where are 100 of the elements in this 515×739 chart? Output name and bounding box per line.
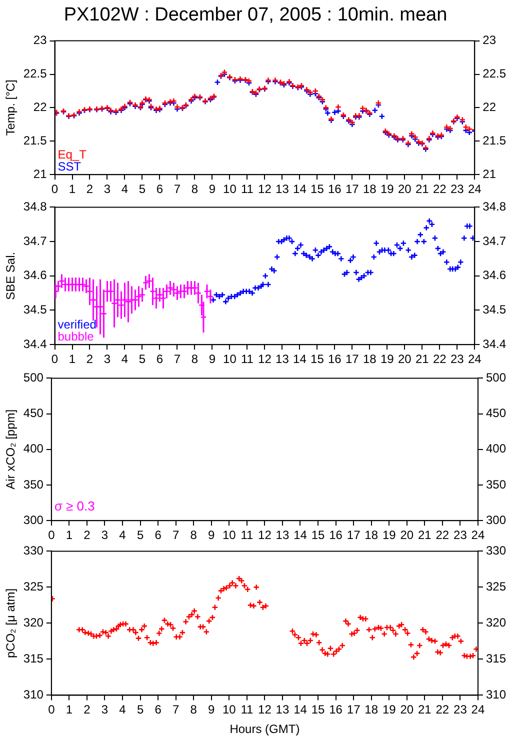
x-tick-label: 3 (104, 352, 111, 366)
x-axis-title: Hours (GMT) (230, 722, 300, 736)
x-tick-label: 23 (454, 702, 468, 717)
x-tick-label: 23 (450, 182, 464, 196)
x-tick-label: 24 (468, 352, 482, 366)
x-tick-label: 19 (382, 702, 396, 717)
x-tick-label: 12 (258, 352, 272, 366)
y2-tick-label: 22 (482, 100, 496, 114)
x-tick-label: 2 (86, 352, 94, 366)
y-tick-label: 320 (23, 616, 44, 630)
x-tick-label: 5 (138, 182, 146, 196)
y2-tick-label: 300 (486, 512, 506, 527)
x-tick-label: 13 (276, 182, 290, 196)
x-tick-label: 15 (310, 352, 324, 366)
x-tick-label: 0 (51, 182, 58, 196)
y2-tick-label: 320 (486, 616, 506, 630)
x-tick-label: 20 (398, 182, 412, 196)
y-tick-label: 310 (23, 688, 44, 702)
y-tick-label: 34.7 (23, 234, 48, 248)
x-tick-label: 8 (191, 182, 198, 196)
x-tick-label: 14 (294, 702, 308, 717)
y-axis-title: SBE Sal. (4, 252, 18, 300)
x-tick-label: 8 (191, 352, 198, 366)
y2-tick-label: 350 (486, 477, 506, 492)
x-tick-label: 2 (84, 702, 91, 717)
x-tick-label: 23 (450, 352, 464, 366)
x-tick-label: 12 (258, 182, 272, 196)
y-tick-label: 21.5 (23, 133, 48, 148)
x-tick-label: 1 (66, 528, 73, 542)
y-tick-label: 34.5 (23, 302, 48, 317)
y-axis-title: pCO₂ [μ atm] (4, 588, 18, 658)
y2-tick-label: 34.8 (482, 200, 506, 214)
y2-tick-label: 500 (486, 370, 506, 385)
x-tick-label: 16 (329, 702, 343, 717)
y2-tick-label: 34.6 (482, 268, 506, 282)
y-tick-label: 400 (23, 442, 44, 456)
x-tick-label: 10 (223, 182, 237, 196)
y-tick-label: 34.8 (23, 200, 48, 214)
chart-title: PX102W : December 07, 2005 : 10min. mean (64, 4, 448, 26)
x-tick-label: 13 (276, 352, 290, 366)
x-tick-label: 1 (68, 352, 76, 366)
text: verified (58, 318, 96, 332)
x-tick-label: 3 (101, 528, 108, 542)
x-tick-label: 21 (415, 352, 430, 366)
x-tick-label: 13 (276, 528, 290, 542)
x-tick-label: 20 (400, 528, 414, 542)
x-tick-label: 0 (51, 352, 58, 366)
x-tick-label: 12 (258, 528, 272, 542)
x-tick-label: 14 (293, 182, 307, 196)
x-tick-label: 7 (174, 182, 181, 196)
text: SST (58, 160, 82, 174)
x-tick-label: 18 (364, 702, 378, 717)
x-tick-label: 4 (121, 182, 128, 196)
y-axis-title: Temp. [°C] (4, 80, 18, 136)
y2-tick-label: 400 (486, 442, 506, 456)
series-label: bubble (58, 330, 94, 344)
text: Eq_T (58, 148, 88, 162)
x-tick-label: 8 (190, 528, 198, 542)
y-tick-label: 23 (33, 33, 48, 48)
x-tick-label: 16 (328, 182, 342, 196)
x-tick-label: 1 (68, 182, 76, 196)
x-tick-label: 17 (345, 182, 360, 196)
y-tick-label: 34.6 (23, 268, 48, 282)
x-tick-label: 9 (208, 182, 216, 196)
x-tick-label: 10 (222, 528, 236, 542)
x-tick-label: 21 (418, 702, 432, 717)
x-tick-label: 23 (454, 528, 468, 542)
x-tick-label: 7 (174, 352, 181, 366)
x-tick-label: 11 (240, 528, 254, 542)
x-tick-label: 15 (311, 528, 326, 542)
y-tick-label: 450 (23, 406, 44, 420)
x-tick-label: 0 (48, 528, 56, 542)
y-tick-label: 315 (23, 652, 44, 666)
x-tick-label: 7 (172, 528, 180, 542)
x-tick-label: 18 (364, 528, 378, 542)
x-tick-label: 4 (119, 702, 126, 717)
y2-tick-label: 34.7 (482, 234, 506, 248)
x-tick-label: 2 (86, 182, 94, 196)
x-tick-label: 11 (240, 352, 254, 366)
y2-tick-label: 23 (482, 33, 496, 48)
x-tick-label: 19 (380, 182, 394, 196)
x-tick-label: 10 (223, 352, 237, 366)
x-tick-label: 11 (240, 182, 254, 196)
x-tick-label: 9 (208, 702, 216, 717)
x-tick-label: 14 (294, 528, 308, 542)
y-tick-label: 300 (23, 512, 44, 527)
x-tick-label: 9 (208, 528, 216, 542)
y-tick-label: 22 (33, 100, 48, 114)
y2-tick-label: 315 (486, 652, 506, 666)
x-tick-label: 4 (119, 528, 126, 542)
y-tick-label: 330 (23, 544, 44, 558)
y2-tick-label: 21.5 (482, 133, 506, 148)
x-tick-label: 15 (311, 702, 326, 717)
y2-tick-label: 21 (482, 166, 496, 181)
y-tick-label: 22.5 (23, 66, 48, 81)
x-tick-label: 21 (415, 182, 430, 196)
x-tick-label: 2 (84, 528, 91, 542)
x-tick-label: 5 (136, 702, 144, 717)
x-tick-label: 19 (380, 352, 394, 366)
x-tick-label: 6 (156, 182, 164, 196)
